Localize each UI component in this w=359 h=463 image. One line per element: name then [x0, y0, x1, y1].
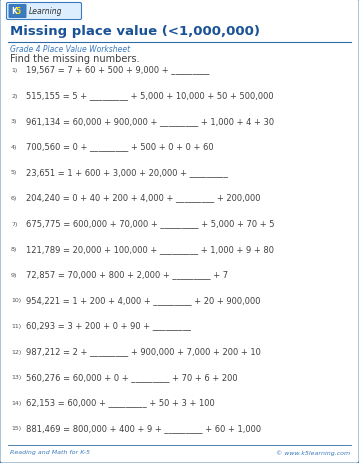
Text: 961,134 = 60,000 + 900,000 + _________ + 1,000 + 4 + 30: 961,134 = 60,000 + 900,000 + _________ +…: [26, 117, 274, 125]
Text: 23,651 = 1 + 600 + 3,000 + 20,000 + _________: 23,651 = 1 + 600 + 3,000 + 20,000 + ____…: [26, 168, 228, 176]
Text: 515,155 = 5 + _________ + 5,000 + 10,000 + 50 + 500,000: 515,155 = 5 + _________ + 5,000 + 10,000…: [26, 91, 274, 100]
Text: 2): 2): [11, 94, 17, 99]
Text: 9): 9): [11, 272, 17, 277]
Text: 5: 5: [15, 7, 20, 16]
Text: 4): 4): [11, 144, 17, 150]
Text: 560,276 = 60,000 + 0 + _________ + 70 + 6 + 200: 560,276 = 60,000 + 0 + _________ + 70 + …: [26, 372, 238, 381]
Text: 5): 5): [11, 170, 17, 175]
Text: 121,789 = 20,000 + 100,000 + _________ + 1,000 + 9 + 80: 121,789 = 20,000 + 100,000 + _________ +…: [26, 244, 274, 253]
Text: 3): 3): [11, 119, 17, 124]
Text: 15): 15): [11, 425, 21, 431]
Text: 954,221 = 1 + 200 + 4,000 + _________ + 20 + 900,000: 954,221 = 1 + 200 + 4,000 + _________ + …: [26, 295, 261, 304]
Text: Missing place value (<1,000,000): Missing place value (<1,000,000): [10, 25, 260, 38]
Text: 7): 7): [11, 221, 17, 226]
Text: 11): 11): [11, 323, 21, 328]
Text: 1): 1): [11, 68, 17, 73]
FancyBboxPatch shape: [9, 5, 27, 19]
Text: Grade 4 Place Value Worksheet: Grade 4 Place Value Worksheet: [10, 44, 130, 53]
Text: Learning: Learning: [29, 7, 62, 16]
Text: 60,293 = 3 + 200 + 0 + 90 + _________: 60,293 = 3 + 200 + 0 + 90 + _________: [26, 321, 191, 330]
Text: 204,240 = 0 + 40 + 200 + 4,000 + _________ + 200,000: 204,240 = 0 + 40 + 200 + 4,000 + _______…: [26, 193, 261, 202]
Text: 62,153 = 60,000 + _________ + 50 + 3 + 100: 62,153 = 60,000 + _________ + 50 + 3 + 1…: [26, 397, 215, 407]
Text: 8): 8): [11, 247, 17, 252]
Text: 10): 10): [11, 298, 21, 303]
Text: 72,857 = 70,000 + 800 + 2,000 + _________ + 7: 72,857 = 70,000 + 800 + 2,000 + ________…: [26, 270, 228, 279]
Text: 700,560 = 0 + _________ + 500 + 0 + 0 + 60: 700,560 = 0 + _________ + 500 + 0 + 0 + …: [26, 142, 214, 151]
Text: K: K: [11, 7, 17, 16]
Text: 19,567 = 7 + 60 + 500 + 9,000 + _________: 19,567 = 7 + 60 + 500 + 9,000 + ________…: [26, 65, 210, 75]
Text: 881,469 = 800,000 + 400 + 9 + _________ + 60 + 1,000: 881,469 = 800,000 + 400 + 9 + _________ …: [26, 423, 261, 432]
Text: 6): 6): [11, 195, 17, 200]
Text: Find the missing numbers.: Find the missing numbers.: [10, 54, 140, 64]
Text: 13): 13): [11, 375, 21, 379]
Text: 14): 14): [11, 400, 21, 405]
Text: Reading and Math for K-5: Reading and Math for K-5: [10, 450, 90, 455]
Text: 675,775 = 600,000 + 70,000 + _________ + 5,000 + 70 + 5: 675,775 = 600,000 + 70,000 + _________ +…: [26, 219, 275, 228]
Text: 987,212 = 2 + _________ + 900,000 + 7,000 + 200 + 10: 987,212 = 2 + _________ + 900,000 + 7,00…: [26, 346, 261, 355]
FancyBboxPatch shape: [6, 4, 81, 20]
Text: 12): 12): [11, 349, 21, 354]
Text: © www.k5learning.com: © www.k5learning.com: [276, 449, 350, 455]
